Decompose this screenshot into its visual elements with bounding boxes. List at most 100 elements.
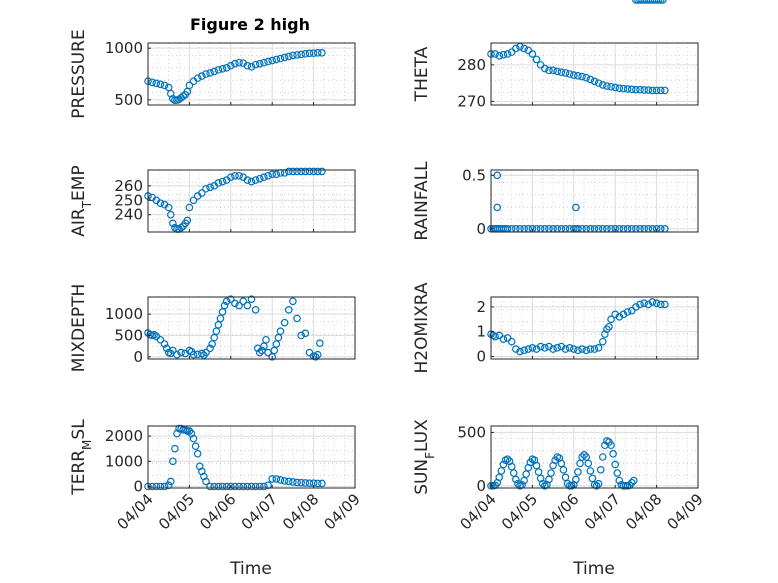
data-point bbox=[247, 62, 256, 71]
data-point bbox=[507, 462, 516, 471]
data-point bbox=[208, 340, 216, 348]
axes-box bbox=[147, 425, 356, 489]
y-axis-label: PRESSURE bbox=[69, 29, 89, 118]
data-point bbox=[284, 52, 293, 61]
data-point bbox=[598, 81, 607, 89]
data-point bbox=[183, 216, 192, 225]
plot-area bbox=[491, 170, 698, 232]
data-point bbox=[189, 196, 198, 205]
data-point bbox=[255, 59, 264, 68]
data-point bbox=[621, 482, 630, 490]
data-point bbox=[634, 0, 642, 4]
data-point bbox=[580, 451, 588, 459]
data-point bbox=[578, 72, 586, 81]
data-point bbox=[553, 67, 562, 76]
data-point bbox=[623, 308, 632, 316]
data-point bbox=[642, 0, 651, 4]
y-tick-label: 0.5 bbox=[462, 166, 486, 184]
data-point bbox=[659, 0, 667, 4]
data-point bbox=[495, 473, 504, 482]
data-point bbox=[499, 50, 508, 59]
data-point bbox=[601, 330, 609, 339]
x-tick-label: 04/08 bbox=[622, 490, 665, 533]
data-point bbox=[301, 479, 310, 487]
data-point bbox=[640, 299, 648, 308]
y-tick-label: 0 bbox=[133, 477, 143, 495]
y-axis-label: RAINFALL bbox=[412, 161, 432, 241]
data-point bbox=[640, 86, 648, 94]
data-point bbox=[268, 353, 277, 361]
data-point bbox=[318, 167, 326, 176]
data-point bbox=[206, 344, 214, 353]
data-point bbox=[512, 44, 520, 53]
y-axis-label: SUNFLUX bbox=[412, 419, 437, 495]
data-point bbox=[590, 345, 599, 353]
data-point bbox=[644, 86, 653, 94]
subplot-pressure: 500 1000 PRESSURE bbox=[69, 29, 356, 119]
data-point bbox=[495, 51, 504, 60]
data-point bbox=[289, 167, 297, 176]
data-point bbox=[251, 482, 260, 491]
data-point bbox=[218, 308, 227, 316]
data-point bbox=[652, 86, 661, 95]
y-tick-label: 240 bbox=[114, 206, 143, 224]
x-tick-label: 04/06 bbox=[539, 490, 582, 533]
data-point bbox=[640, 0, 648, 4]
data-point bbox=[594, 79, 603, 87]
data-point bbox=[656, 0, 665, 4]
data-point bbox=[193, 74, 202, 82]
data-point bbox=[247, 482, 256, 491]
data-point bbox=[305, 49, 314, 58]
data-point bbox=[572, 475, 580, 484]
data-point bbox=[561, 69, 570, 77]
data-point bbox=[652, 299, 661, 308]
axes-box bbox=[490, 296, 699, 360]
data-point bbox=[214, 482, 223, 491]
data-point bbox=[220, 301, 229, 310]
axes-box bbox=[147, 296, 356, 360]
data-point bbox=[214, 66, 223, 74]
y-tick-label: 2000 bbox=[105, 427, 143, 445]
data-point bbox=[607, 82, 615, 91]
x-tick-label: 04/07 bbox=[238, 490, 281, 533]
data-point bbox=[598, 337, 607, 346]
data-point bbox=[218, 65, 227, 73]
data-point bbox=[648, 0, 657, 4]
data-point bbox=[607, 315, 615, 324]
data-point bbox=[632, 0, 640, 4]
data-point bbox=[611, 83, 620, 92]
data-point bbox=[648, 298, 657, 306]
data-point bbox=[243, 301, 252, 310]
data-point bbox=[491, 50, 499, 58]
data-point bbox=[160, 81, 169, 90]
data-point bbox=[284, 167, 293, 176]
data-point bbox=[313, 350, 322, 359]
data-point bbox=[202, 184, 210, 193]
data-point bbox=[309, 167, 318, 176]
data-point bbox=[164, 203, 173, 212]
data-point bbox=[528, 50, 537, 58]
data-point bbox=[565, 482, 574, 490]
data-point bbox=[247, 295, 256, 303]
data-point bbox=[214, 179, 223, 187]
data-point bbox=[305, 167, 314, 176]
data-point bbox=[520, 346, 528, 355]
data-point bbox=[210, 67, 219, 76]
data-point bbox=[313, 49, 322, 57]
data-point bbox=[636, 0, 644, 4]
data-point bbox=[243, 176, 252, 184]
data-point bbox=[276, 476, 285, 484]
data-point bbox=[301, 167, 310, 176]
data-point bbox=[605, 322, 613, 331]
data-point bbox=[212, 327, 221, 336]
data-point bbox=[512, 345, 520, 353]
data-point bbox=[206, 183, 214, 192]
data-point bbox=[574, 468, 582, 476]
data-point bbox=[206, 69, 214, 77]
data-point bbox=[260, 173, 268, 182]
data-point bbox=[222, 64, 231, 72]
data-point bbox=[268, 56, 277, 65]
data-point bbox=[586, 345, 595, 353]
y-axis-label: MIXDEPTH bbox=[69, 284, 89, 373]
data-point bbox=[272, 170, 281, 179]
